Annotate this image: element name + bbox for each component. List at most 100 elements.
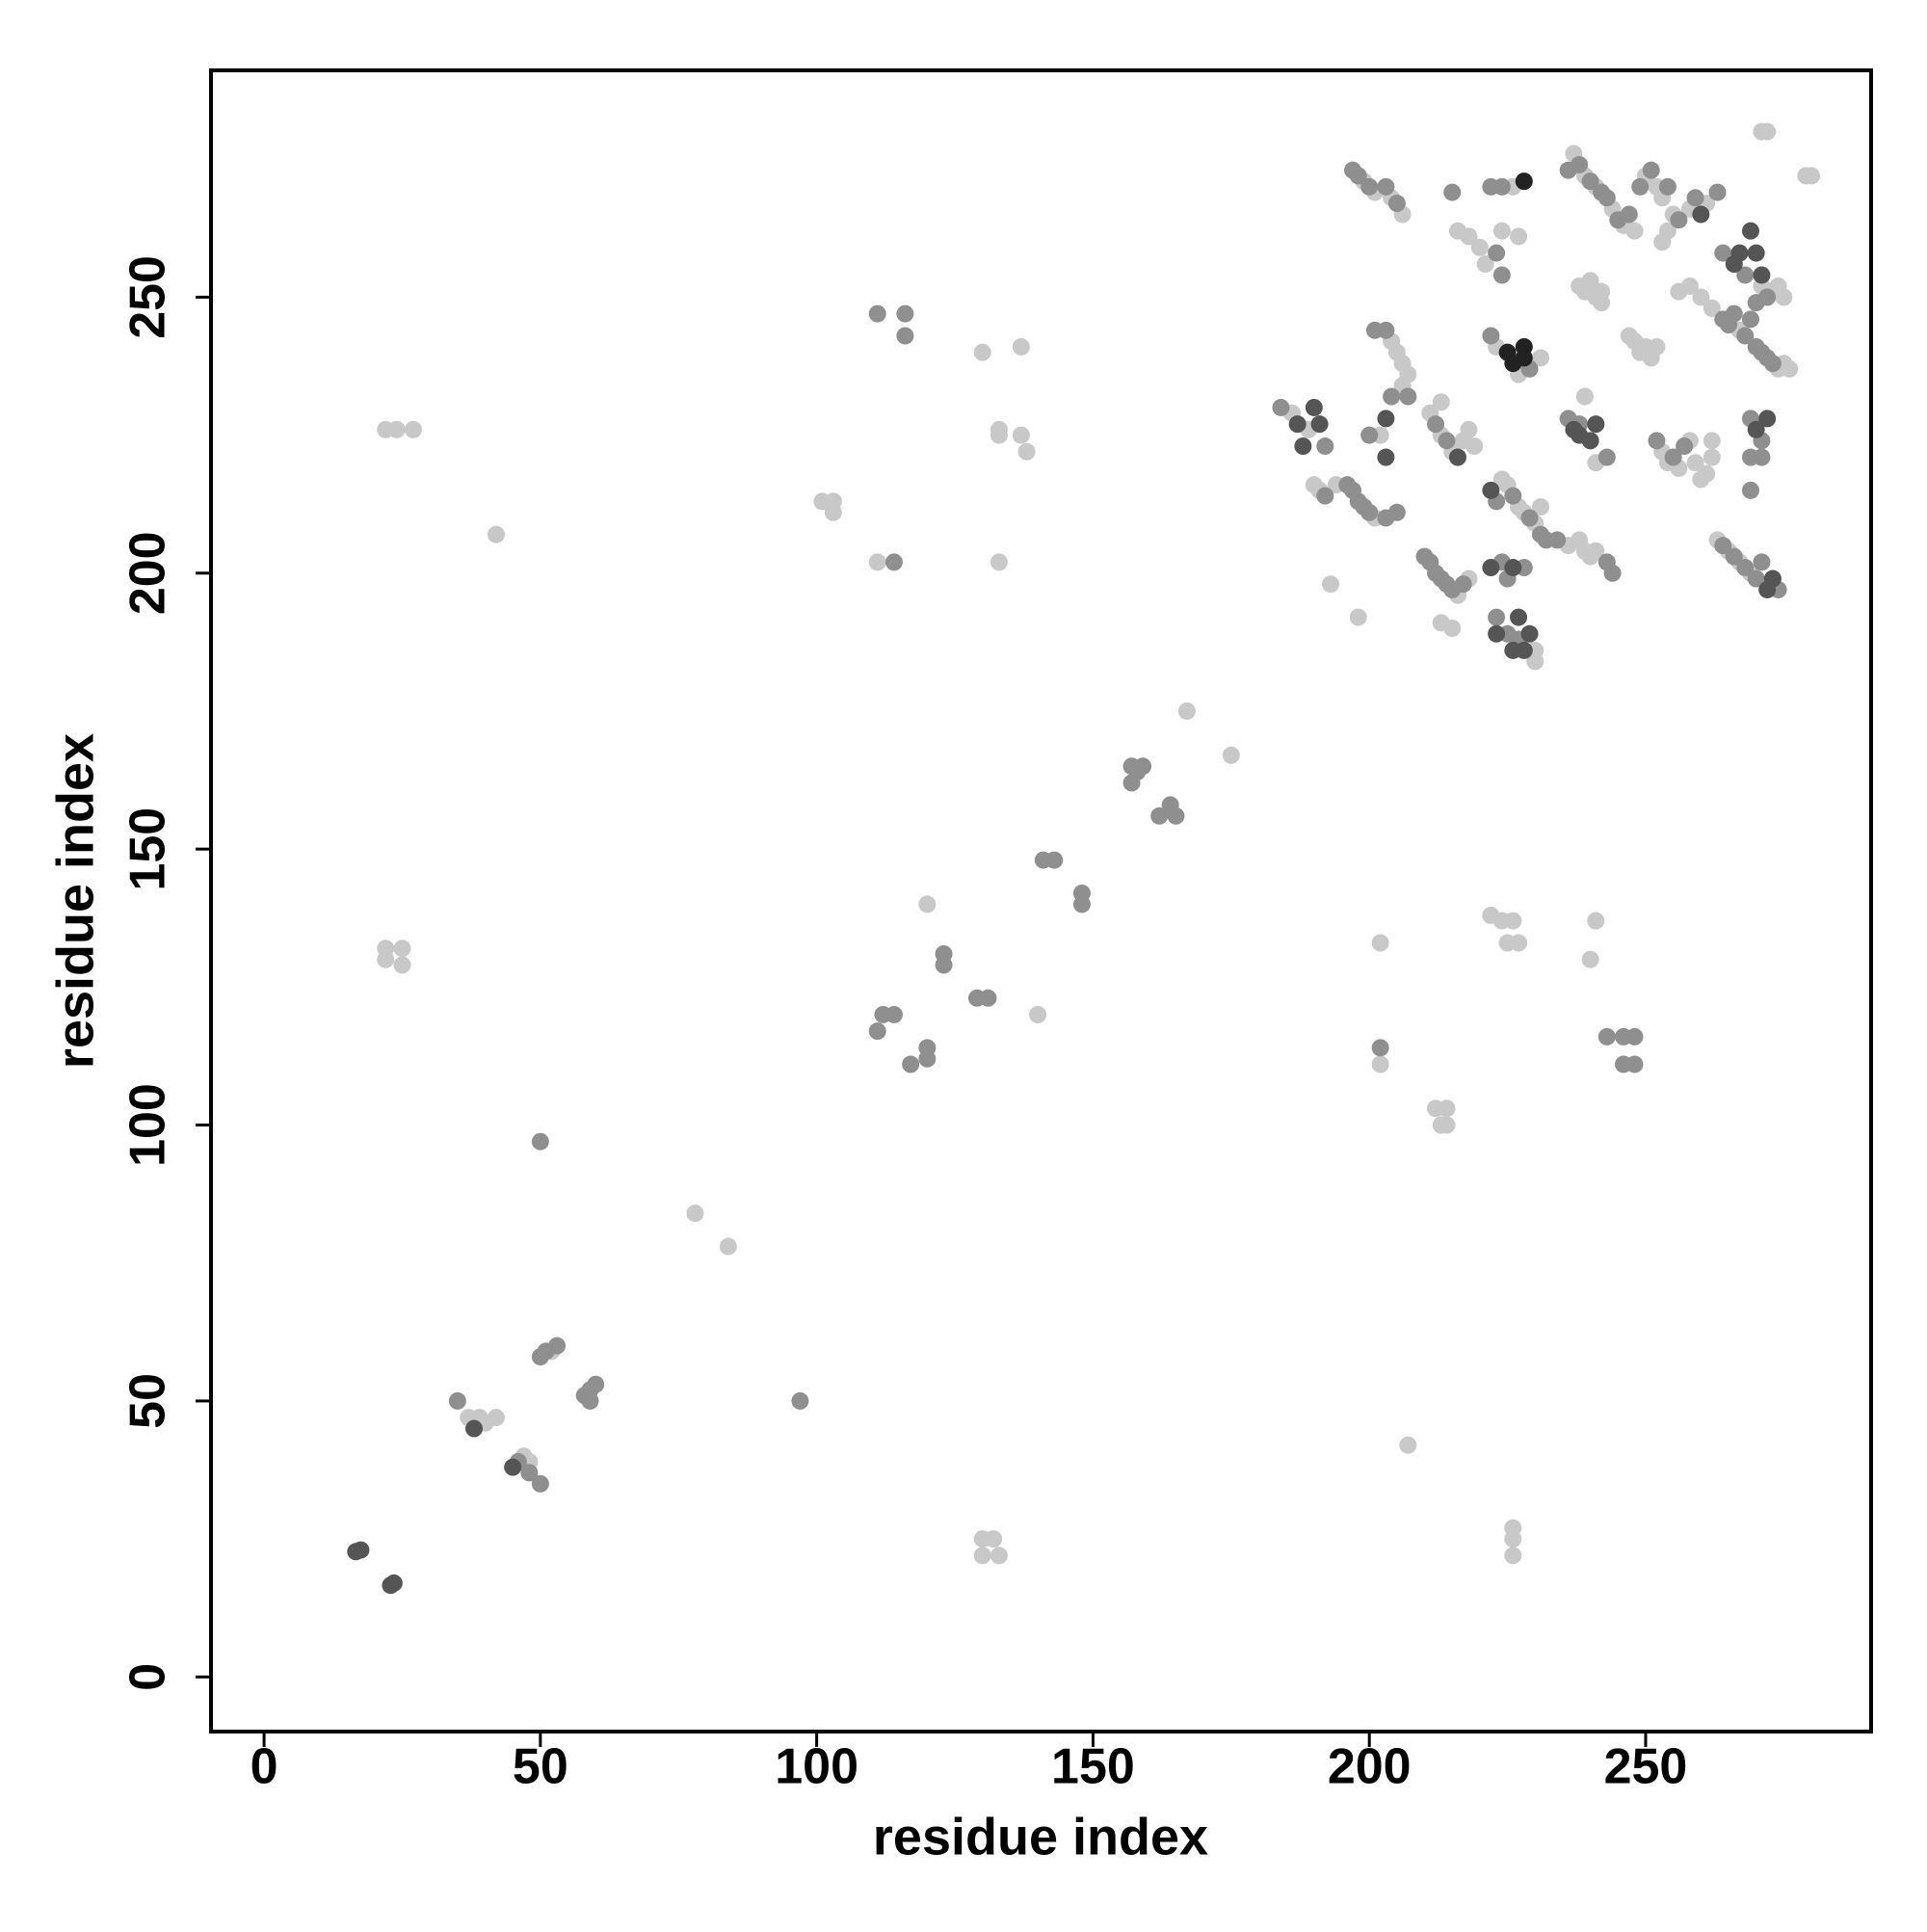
point	[1482, 481, 1500, 499]
point	[1438, 1116, 1456, 1134]
point	[1029, 1005, 1047, 1023]
point	[1305, 398, 1323, 416]
point	[979, 989, 997, 1007]
y-tick-label: 150	[120, 807, 176, 891]
point	[1072, 895, 1091, 913]
point	[1658, 177, 1676, 196]
point	[1045, 851, 1064, 869]
point	[1642, 161, 1660, 179]
point	[1510, 608, 1528, 626]
point	[1670, 211, 1688, 229]
x-tick-label: 150	[1051, 1739, 1135, 1795]
point	[1438, 1099, 1456, 1118]
point	[1482, 559, 1500, 577]
point	[1620, 205, 1638, 224]
y-tick-label: 250	[120, 255, 176, 339]
point	[918, 895, 937, 913]
point	[1730, 244, 1749, 262]
point	[1725, 304, 1743, 323]
point	[1676, 437, 1694, 456]
point	[1272, 398, 1290, 416]
point	[1625, 222, 1644, 240]
point	[1763, 355, 1782, 373]
point	[1134, 757, 1152, 776]
point	[1488, 244, 1506, 262]
point	[1775, 288, 1793, 306]
point	[1581, 950, 1599, 968]
point	[1443, 183, 1462, 201]
point	[1322, 575, 1340, 594]
x-tick-label: 50	[513, 1739, 568, 1795]
point	[1581, 547, 1599, 566]
point	[1427, 415, 1445, 434]
point	[1510, 934, 1528, 952]
point	[465, 1419, 484, 1438]
point	[990, 426, 1008, 444]
point	[1222, 746, 1240, 764]
point	[1741, 310, 1759, 329]
point	[1476, 255, 1494, 274]
point	[973, 1547, 991, 1565]
point	[1122, 774, 1141, 792]
point	[1758, 410, 1777, 428]
point	[973, 343, 991, 361]
point	[1488, 608, 1506, 626]
point	[1349, 167, 1367, 185]
point	[902, 1055, 920, 1073]
point	[1310, 415, 1329, 434]
point	[1438, 432, 1456, 450]
point	[1571, 155, 1589, 173]
point	[531, 1474, 549, 1493]
point	[1520, 624, 1539, 643]
point	[1803, 167, 1821, 185]
point	[824, 503, 842, 521]
point	[448, 1391, 466, 1410]
point	[1377, 321, 1395, 339]
point	[377, 950, 395, 968]
point	[1470, 238, 1489, 256]
point	[1399, 1436, 1417, 1454]
point	[884, 553, 903, 571]
point	[1747, 420, 1765, 438]
y-tick-label: 0	[120, 1663, 176, 1691]
point	[387, 420, 406, 438]
point	[1504, 1547, 1522, 1565]
point	[1698, 464, 1716, 483]
y-tick-label: 50	[120, 1373, 176, 1429]
point	[868, 1022, 886, 1041]
point	[1377, 177, 1395, 196]
point	[1686, 189, 1704, 207]
point	[1360, 426, 1379, 444]
point	[896, 327, 914, 345]
point	[1177, 701, 1196, 720]
point	[1532, 498, 1550, 516]
x-tick-label: 200	[1328, 1739, 1412, 1795]
point	[1371, 934, 1389, 952]
point	[1703, 432, 1721, 450]
point	[884, 1005, 903, 1023]
point	[1741, 222, 1759, 240]
point	[1703, 299, 1721, 317]
point	[1510, 227, 1528, 246]
point	[352, 1541, 370, 1559]
point	[1432, 393, 1450, 411]
point	[1781, 359, 1799, 378]
point	[1758, 580, 1777, 598]
point	[1747, 244, 1765, 262]
point	[985, 1530, 1003, 1548]
point	[1741, 481, 1759, 499]
point	[393, 956, 411, 974]
point	[1725, 547, 1743, 566]
point	[1736, 559, 1755, 577]
point	[1492, 222, 1511, 240]
point	[1443, 620, 1462, 638]
x-tick-label: 250	[1604, 1739, 1688, 1795]
point	[1581, 272, 1599, 290]
point	[1692, 288, 1710, 306]
point	[1708, 183, 1727, 201]
point	[896, 304, 914, 323]
point	[1631, 177, 1650, 196]
point	[1753, 553, 1771, 571]
point	[531, 1132, 549, 1151]
